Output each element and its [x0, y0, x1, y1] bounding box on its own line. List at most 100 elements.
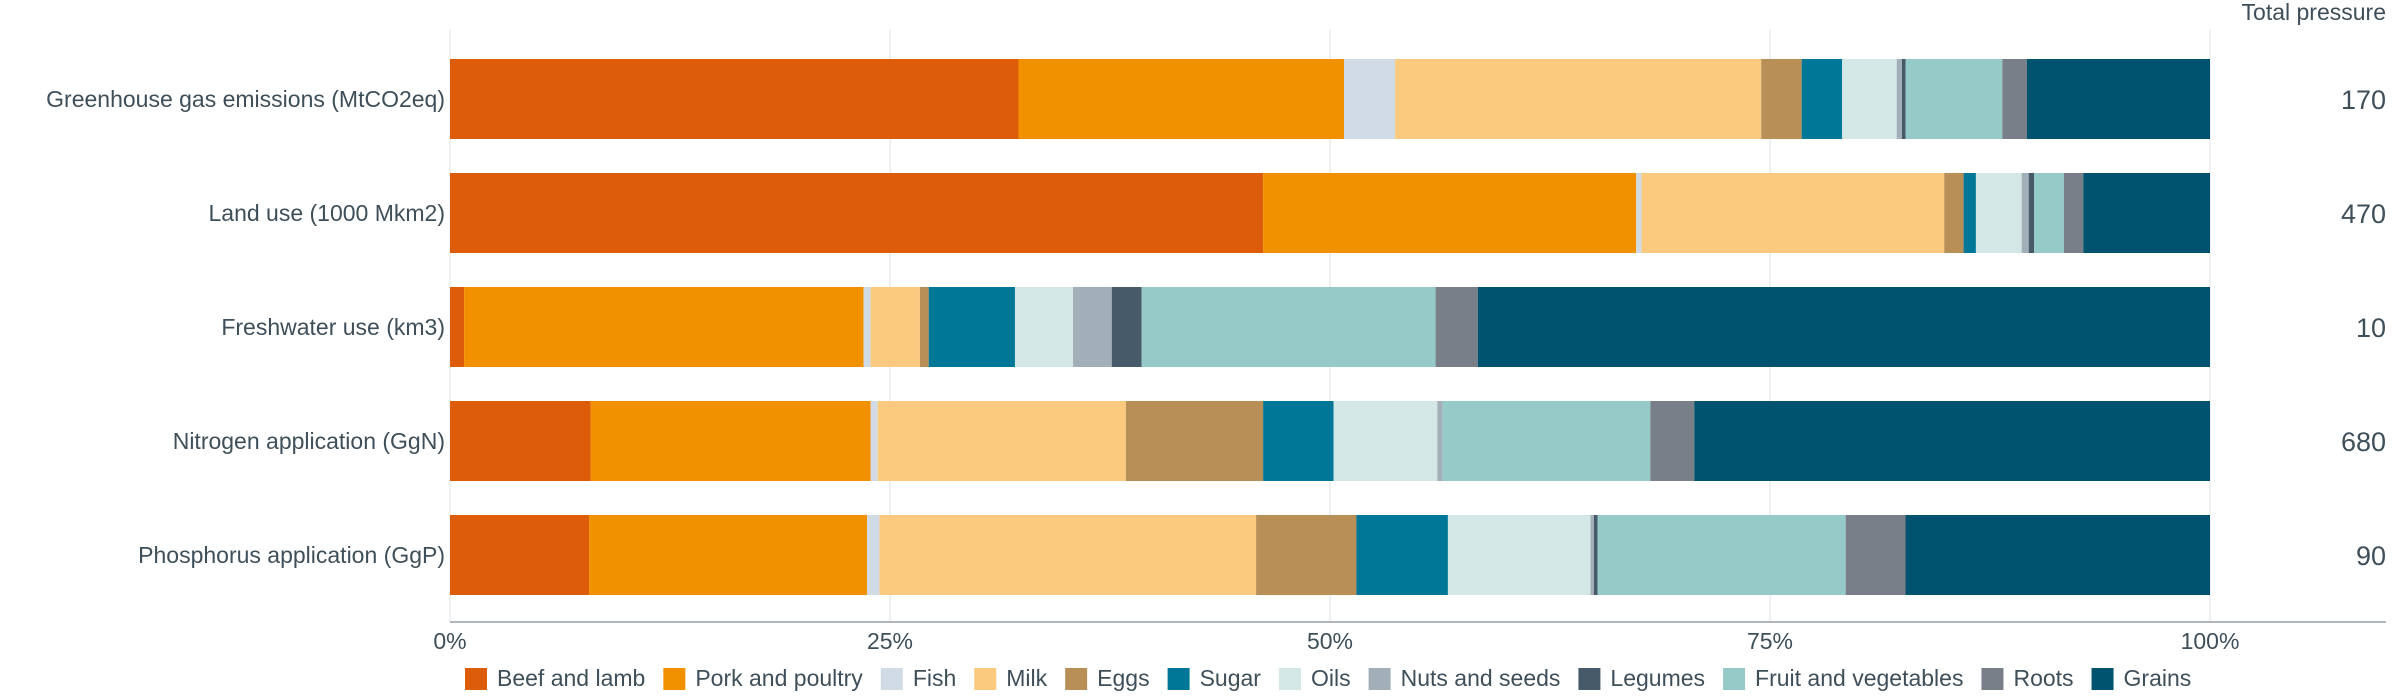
bar-segment — [1073, 287, 1112, 367]
bar-segment — [879, 515, 1257, 595]
bar-segment — [1594, 515, 1598, 595]
legend-item: Oils — [1278, 665, 1351, 691]
category-label: Phosphorus application (GgP) — [138, 542, 445, 568]
bar-segment — [1014, 287, 1074, 367]
bar-segment — [1641, 173, 1945, 253]
bar-segment — [2028, 173, 2034, 253]
legend-swatch — [663, 668, 686, 690]
bar-segment — [1111, 287, 1142, 367]
bar-segment — [1842, 59, 1897, 139]
bar-segment — [1256, 515, 1357, 595]
bar-segment — [863, 287, 871, 367]
legend-item: Eggs — [1065, 665, 1150, 691]
category-label: Land use (1000 Mkm2) — [208, 200, 445, 226]
bar-segment — [450, 287, 465, 367]
bar-segment — [1975, 173, 2022, 253]
x-tick-label: 50% — [1307, 628, 1353, 654]
bar-segment — [870, 287, 920, 367]
bar-segment — [867, 515, 880, 595]
legend-item: Pork and poultry — [663, 665, 863, 691]
x-tick-label: 75% — [1747, 628, 1793, 654]
bar-segment — [1845, 515, 1906, 595]
bar-segment — [1590, 515, 1594, 595]
legend-swatch — [1578, 668, 1601, 690]
bar-segment — [1650, 401, 1695, 481]
legend-label: Oils — [1311, 665, 1351, 691]
total-value: 90 — [2356, 541, 2386, 571]
bars — [450, 59, 2210, 595]
bar-segment — [1395, 59, 1762, 139]
total-value: 680 — [2341, 427, 2386, 457]
legend-swatch — [1278, 668, 1301, 690]
total-pressure-header: Total pressure — [2242, 0, 2386, 25]
bar-segment — [1896, 59, 1902, 139]
category-labels: Greenhouse gas emissions (MtCO2eq) Land u… — [46, 86, 445, 568]
bar-segment — [1761, 59, 1802, 139]
bar-segment — [1018, 59, 1345, 139]
total-value: 10 — [2356, 313, 2386, 343]
bar-segment — [1597, 515, 1846, 595]
bar-segment — [1477, 287, 2210, 367]
bar-segment — [450, 515, 590, 595]
bar-segment — [464, 287, 864, 367]
legend-label: Fruit and vegetables — [1755, 665, 1963, 691]
legend-item: Grains — [2091, 665, 2192, 691]
legend-item: Beef and lamb — [465, 665, 645, 691]
bar-segment — [2063, 173, 2084, 253]
bar-segment — [1963, 173, 1976, 253]
bar-segment — [1263, 173, 1637, 253]
bar-segment — [1263, 401, 1334, 481]
legend-swatch — [1981, 668, 2004, 690]
bar-segment — [1442, 401, 1651, 481]
bar-segment — [589, 515, 868, 595]
x-axis-ticks: 0% 25% 50% 75% 100% — [433, 628, 2239, 654]
bar-segment — [919, 287, 929, 367]
legend-item: Legumes — [1578, 665, 1705, 691]
legend-swatch — [1167, 668, 1190, 690]
bar-segment — [450, 59, 1019, 139]
bar-segment — [928, 287, 1015, 367]
bar-segment — [1435, 287, 1478, 367]
legend-item: Nuts and seeds — [1368, 665, 1561, 691]
legend-label: Nuts and seeds — [1401, 665, 1561, 691]
legend-label: Sugar — [1200, 665, 1262, 691]
legend-label: Fish — [913, 665, 956, 691]
x-tick-label: 0% — [433, 628, 466, 654]
legend: Beef and lamb Pork and poultry Fish Milk Egg… — [465, 665, 2191, 691]
bar-segment — [870, 401, 878, 481]
bar-segment — [450, 401, 591, 481]
legend-item: Milk — [974, 665, 1048, 691]
legend-swatch — [465, 668, 487, 690]
legend-swatch — [1723, 668, 1746, 690]
legend-item: Sugar — [1167, 665, 1262, 691]
bar-segment — [1905, 515, 2210, 595]
legend-label: Grains — [2124, 665, 2192, 691]
bar-segment — [1801, 59, 1843, 139]
legend-item: Roots — [1981, 665, 2074, 691]
bar-segment — [2002, 59, 2027, 139]
category-label: Freshwater use (km3) — [221, 314, 445, 340]
bar-segment — [1905, 59, 2003, 139]
bar-segment — [1694, 401, 2210, 481]
legend-item: Fruit and vegetables — [1723, 665, 1963, 691]
category-label: Greenhouse gas emissions (MtCO2eq) — [46, 86, 445, 112]
bar-segment — [1447, 515, 1591, 595]
bar-segment — [877, 401, 1126, 481]
legend-swatch — [1368, 668, 1391, 690]
bar-segment — [1356, 515, 1448, 595]
bar-segment — [1944, 173, 1964, 253]
bar-segment — [1902, 59, 1906, 139]
bar-segment — [590, 401, 871, 481]
legend-swatch — [974, 668, 997, 690]
bar-segment — [2026, 59, 2210, 139]
bar-segment — [1333, 401, 1438, 481]
total-values: Total pressure 170 470 10 680 90 — [2242, 0, 2386, 571]
x-tick-label: 25% — [867, 628, 913, 654]
category-label: Nitrogen application (GgN) — [173, 428, 445, 454]
legend-item: Fish — [880, 665, 956, 691]
bar-segment — [1344, 59, 1396, 139]
legend-label: Roots — [2013, 665, 2073, 691]
legend-label: Beef and lamb — [497, 665, 645, 691]
legend-label: Pork and poultry — [695, 665, 863, 691]
